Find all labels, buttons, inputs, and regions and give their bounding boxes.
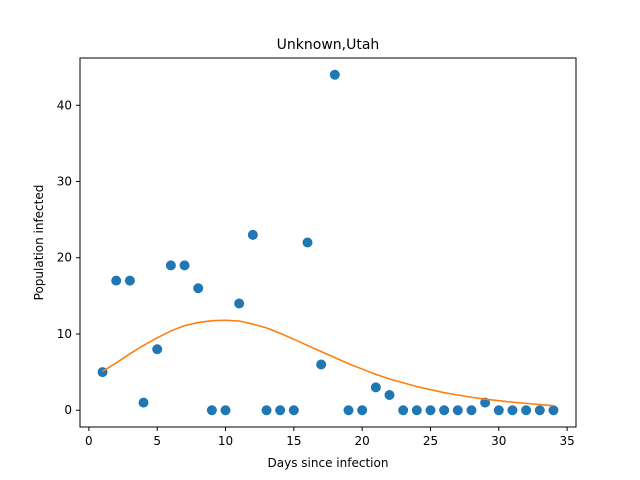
data-point <box>425 405 436 416</box>
x-tick-label: 25 <box>423 434 438 448</box>
data-point <box>357 405 368 416</box>
data-point <box>261 405 272 416</box>
y-tick-label: 40 <box>57 98 72 112</box>
y-tick-label: 20 <box>57 251 72 265</box>
data-point <box>439 405 450 416</box>
data-point <box>329 69 340 80</box>
data-point <box>343 405 354 416</box>
data-point <box>152 344 163 355</box>
data-point <box>220 405 231 416</box>
x-tick-label: 30 <box>491 434 506 448</box>
x-tick-label: 20 <box>355 434 370 448</box>
data-point <box>247 229 258 240</box>
data-point <box>466 405 477 416</box>
data-point <box>193 283 204 294</box>
data-point <box>452 405 463 416</box>
data-point <box>548 405 559 416</box>
data-point <box>493 405 504 416</box>
data-point <box>288 405 299 416</box>
data-point <box>411 405 422 416</box>
data-point <box>384 389 395 400</box>
x-tick-label: 5 <box>153 434 161 448</box>
data-point <box>398 405 409 416</box>
x-tick-label: 35 <box>559 434 574 448</box>
data-point <box>370 382 381 393</box>
data-point <box>507 405 518 416</box>
x-tick-label: 0 <box>85 434 93 448</box>
data-point <box>302 237 313 248</box>
data-point <box>165 260 176 271</box>
y-tick-label: 10 <box>57 327 72 341</box>
data-point <box>206 405 217 416</box>
y-tick-label: 0 <box>64 403 72 417</box>
y-axis-label: Population infected <box>32 185 46 301</box>
data-point <box>234 298 245 309</box>
fit-curve-line <box>102 319 554 407</box>
axes-frame <box>79 57 577 428</box>
x-axis-label: Days since infection <box>268 456 389 470</box>
x-tick-label: 15 <box>286 434 301 448</box>
y-tick-label: 30 <box>57 175 72 189</box>
chart-title: Unknown,Utah <box>277 37 380 53</box>
data-point <box>124 275 135 286</box>
data-point <box>534 405 545 416</box>
data-point <box>316 359 327 370</box>
data-point <box>275 405 286 416</box>
x-tick-label: 10 <box>218 434 233 448</box>
data-point <box>179 260 190 271</box>
data-point <box>111 275 122 286</box>
data-point <box>138 397 149 408</box>
data-point <box>521 405 532 416</box>
